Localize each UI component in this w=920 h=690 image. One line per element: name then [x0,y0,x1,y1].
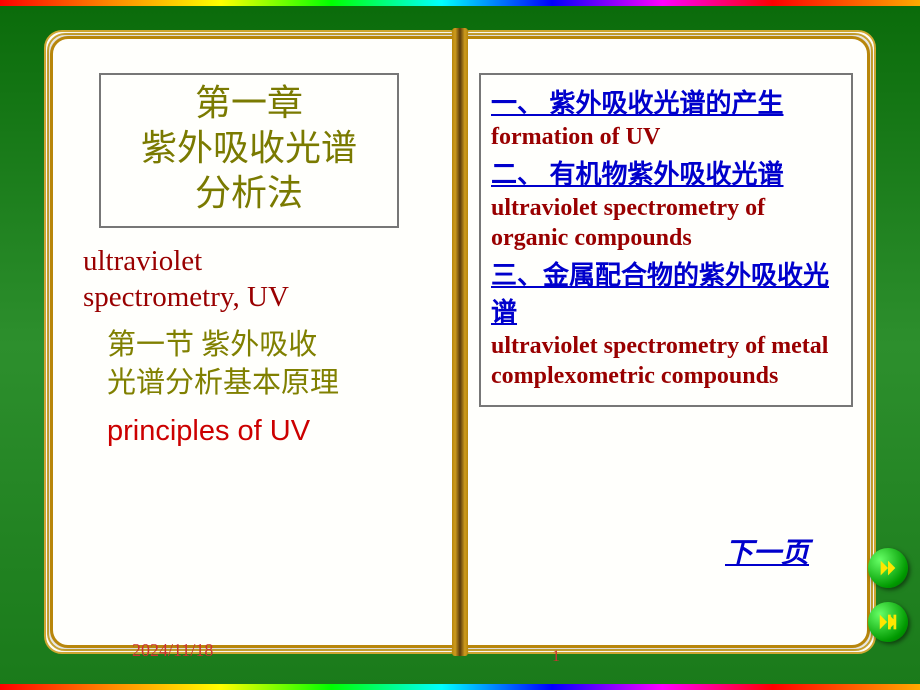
left-page: 第一章 紫外吸收光谱 分析法 ultraviolet spectrometry,… [50,36,458,648]
forward-icon [877,557,899,579]
rainbow-bottom-bar [0,684,920,690]
section-title: 第一节 紫外吸收 光谱分析基本原理 [107,327,417,402]
english-title-line: spectrometry, UV [83,281,289,313]
chapter-title-box: 第一章 紫外吸收光谱 分析法 [99,73,399,228]
nav-button-group [868,548,908,642]
toc-sub-2: ultraviolet spectrometry of organic comp… [491,193,841,253]
end-icon [877,611,899,633]
slide-page-number: 1 [552,648,560,666]
next-slide-button[interactable] [868,548,908,588]
next-page-link[interactable]: 下一页 [725,531,809,571]
slide-date: 2024/11/18 [132,640,213,661]
toc-sub-3: ultraviolet spectrometry of metal comple… [491,331,841,391]
section-title-line: 光谱分析基本原理 [107,367,339,399]
chapter-title-line: 第一章 [105,81,393,126]
open-book: 第一章 紫外吸收光谱 分析法 ultraviolet spectrometry,… [50,34,870,650]
chapter-title-line: 分析法 [105,171,393,216]
last-slide-button[interactable] [868,602,908,642]
toc-sub-1: formation of UV [491,122,841,152]
principles-label: principles of UV [107,415,310,448]
toc-link-3[interactable]: 三、金属配合物的紫外吸收光谱 [491,255,841,329]
toc-link-2[interactable]: 二、 有机物紫外吸收光谱 [491,154,841,191]
section-title-line: 第一节 紫外吸收 [107,329,317,361]
contents-box: 一、 紫外吸收光谱的产生 formation of UV 二、 有机物紫外吸收光… [479,73,853,407]
rainbow-top-bar [0,0,920,6]
book-spine [452,28,468,656]
english-title: ultraviolet spectrometry, UV [83,243,289,316]
toc-link-1[interactable]: 一、 紫外吸收光谱的产生 [491,83,841,120]
chapter-title-line: 紫外吸收光谱 [105,126,393,171]
right-page: 一、 紫外吸收光谱的产生 formation of UV 二、 有机物紫外吸收光… [462,36,870,648]
english-title-line: ultraviolet [83,245,202,277]
